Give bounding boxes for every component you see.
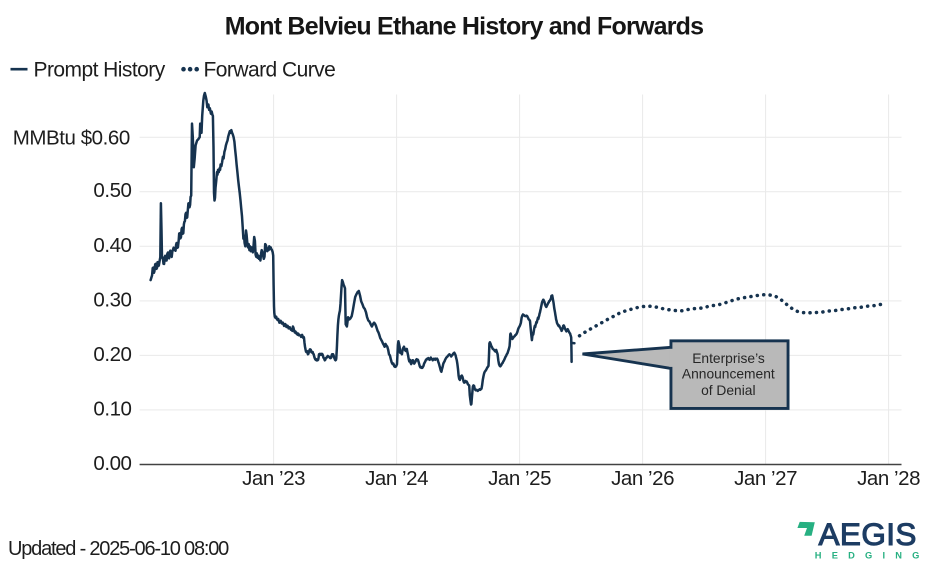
svg-text:of Denial: of Denial [701, 383, 755, 398]
svg-text:0.20: 0.20 [93, 343, 131, 366]
svg-text:Prompt History: Prompt History [34, 59, 166, 82]
svg-text:Jan ’25: Jan ’25 [488, 467, 551, 490]
svg-text:Updated - 2025-06-10 08:00: Updated - 2025-06-10 08:00 [8, 538, 229, 560]
svg-text:Jan ’24: Jan ’24 [365, 467, 428, 490]
svg-text:MMBtu $0.60: MMBtu $0.60 [13, 126, 130, 149]
svg-text:Enterprise’s: Enterprise’s [692, 351, 765, 366]
svg-text:Announcement: Announcement [682, 367, 775, 382]
svg-text:HEDGING: HEDGING [815, 550, 928, 560]
svg-text:0.10: 0.10 [93, 397, 131, 420]
svg-text:0.40: 0.40 [93, 234, 131, 257]
svg-text:Jan ’23: Jan ’23 [242, 467, 305, 490]
svg-text:Forward Curve: Forward Curve [204, 59, 336, 82]
svg-text:Jan ’26: Jan ’26 [611, 467, 674, 490]
svg-text:Jan ’27: Jan ’27 [734, 467, 797, 490]
svg-text:0.30: 0.30 [93, 288, 131, 311]
svg-text:Mont Belvieu Ethane History an: Mont Belvieu Ethane History and Forwards [225, 12, 704, 40]
svg-text:0.00: 0.00 [93, 452, 131, 475]
svg-text:Jan ’28: Jan ’28 [857, 467, 920, 490]
svg-text:AEGIS: AEGIS [819, 516, 917, 552]
svg-text:0.50: 0.50 [93, 179, 131, 202]
